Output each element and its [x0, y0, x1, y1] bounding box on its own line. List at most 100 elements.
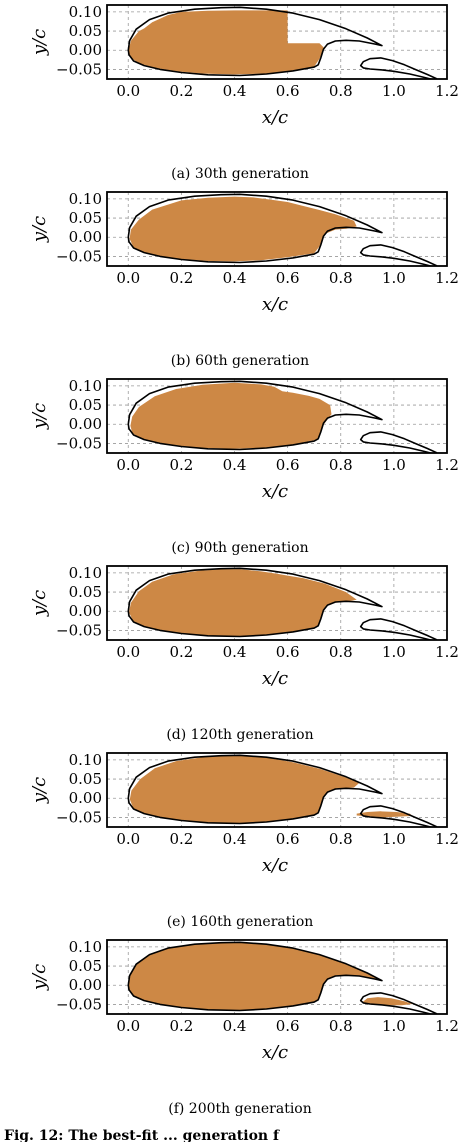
- x-tick-label: 0.0: [116, 269, 140, 287]
- mesh-fill: [129, 196, 357, 262]
- plot-frame: [106, 939, 448, 1015]
- subfigure-caption: (b) 60th generation: [171, 353, 309, 369]
- x-axis-label: x/c: [262, 1042, 288, 1063]
- y-tick-label: 0.10: [69, 377, 102, 395]
- x-tick-label: 1.0: [382, 82, 406, 100]
- x-tick-label: 0.4: [223, 269, 247, 287]
- x-tick-label: 0.4: [223, 1017, 247, 1035]
- y-tick-label: −0.05: [56, 808, 102, 826]
- x-axis-label: x/c: [262, 855, 288, 876]
- x-axis-label: x/c: [262, 107, 288, 128]
- plot-frame: [106, 378, 448, 454]
- y-axis-label: y/c: [29, 216, 50, 243]
- x-tick-label: 1.0: [382, 643, 406, 661]
- x-tick-label: 1.2: [435, 643, 459, 661]
- panel-f: 0.100.050.00−0.05 0.0 0.2 0.4 0.6 0.8 1.0 1.2 x/…: [29, 938, 459, 1117]
- y-axis-label: y/c: [29, 964, 50, 991]
- mesh-fill: [128, 10, 324, 75]
- mesh-fill: [128, 942, 381, 1011]
- flap-outline: [359, 618, 438, 640]
- x-tick-label: 0.8: [329, 269, 353, 287]
- mesh-fill: [129, 755, 360, 824]
- x-axis-label: x/c: [262, 481, 288, 502]
- panel-c: 0.100.050.00−0.05 0.0 0.2 0.4 0.6 0.8 1.0 1.2 x/…: [29, 377, 459, 556]
- flap-outline: [359, 57, 438, 79]
- x-tick-label: 0.8: [329, 1017, 353, 1035]
- y-tick-label: −0.05: [56, 434, 102, 452]
- y-tick-label: −0.05: [56, 995, 102, 1013]
- y-axis-label: y/c: [29, 590, 50, 617]
- figure-caption: Fig. 12: The best-fit ... generation f: [4, 1128, 280, 1142]
- y-tick-label: 0.10: [69, 190, 102, 208]
- y-axis-label: y/c: [29, 29, 50, 56]
- subfigure-caption: (f) 200th generation: [168, 1101, 312, 1117]
- y-tick-label: 0.10: [69, 938, 102, 956]
- x-tick-label: 1.0: [382, 269, 406, 287]
- plot-frame: [106, 191, 448, 267]
- y-axis-label: y/c: [29, 403, 50, 430]
- x-tick-label: 1.2: [435, 269, 459, 287]
- x-tick-label: 0.0: [116, 830, 140, 848]
- x-tick-label: 0.6: [276, 269, 300, 287]
- x-tick-label: 0.6: [276, 456, 300, 474]
- subfigure-caption: (a) 30th generation: [171, 166, 309, 182]
- panel-e: 0.100.050.00−0.05 0.0 0.2 0.4 0.6 0.8 1.0 1.2 x/…: [29, 751, 459, 930]
- y-tick-label: 0.00: [69, 602, 102, 620]
- y-tick-label: 0.05: [69, 396, 102, 414]
- main-element-outline: [127, 380, 383, 451]
- flap-outline: [359, 805, 438, 827]
- y-tick-label: 0.00: [69, 41, 102, 59]
- x-tick-label: 0.8: [329, 82, 353, 100]
- subfigure-caption: (c) 90th generation: [171, 540, 308, 556]
- main-element-outline: [127, 567, 383, 638]
- x-tick-label: 0.8: [329, 830, 353, 848]
- mesh-fill: [129, 569, 357, 637]
- flap-outline: [359, 431, 438, 453]
- mesh-fill: [130, 382, 332, 449]
- x-tick-label: 1.0: [382, 830, 406, 848]
- x-tick-label: 0.6: [276, 1017, 300, 1035]
- y-tick-label: 0.05: [69, 583, 102, 601]
- x-tick-label: 1.2: [435, 1017, 459, 1035]
- y-axis-label: y/c: [29, 777, 50, 804]
- y-tick-label: 0.00: [69, 415, 102, 433]
- x-tick-label: 0.2: [169, 82, 193, 100]
- main-element-outline: [127, 6, 383, 77]
- mesh-fill: [362, 997, 413, 1006]
- y-tick-label: −0.05: [56, 621, 102, 639]
- plot-frame: [106, 752, 448, 828]
- x-tick-label: 1.0: [382, 1017, 406, 1035]
- x-tick-label: 0.4: [223, 456, 247, 474]
- x-tick-label: 0.6: [276, 830, 300, 848]
- y-tick-label: 0.00: [69, 789, 102, 807]
- x-tick-label: 0.0: [116, 643, 140, 661]
- y-tick-label: 0.10: [69, 751, 102, 769]
- panel-b: 0.100.050.00−0.05 0.0 0.2 0.4 0.6 0.8 1.0 1.2 x/…: [29, 190, 459, 369]
- x-axis-label: x/c: [262, 294, 288, 315]
- flap-outline: [359, 244, 438, 266]
- y-tick-label: 0.00: [69, 976, 102, 994]
- x-tick-label: 0.2: [169, 830, 193, 848]
- x-axis-label: x/c: [262, 668, 288, 689]
- y-tick-label: 0.10: [69, 564, 102, 582]
- y-tick-label: 0.05: [69, 770, 102, 788]
- panel-d: 0.100.050.00−0.05 0.0 0.2 0.4 0.6 0.8 1.0 1.2 x/…: [29, 564, 459, 743]
- x-tick-label: 0.8: [329, 456, 353, 474]
- y-tick-label: −0.05: [56, 247, 102, 265]
- x-tick-label: 0.0: [116, 1017, 140, 1035]
- panel-a: 0.100.050.00−0.05 0.0 0.2 0.4 0.6 0.8 1.0 1.2 x/…: [29, 3, 459, 182]
- mesh-fill: [356, 811, 413, 818]
- x-tick-label: 0.2: [169, 643, 193, 661]
- main-element-outline: [127, 941, 383, 1012]
- x-tick-label: 0.8: [329, 643, 353, 661]
- y-tick-label: 0.05: [69, 209, 102, 227]
- y-tick-label: 0.05: [69, 957, 102, 975]
- y-tick-label: 0.10: [69, 3, 102, 21]
- x-tick-label: 1.0: [382, 456, 406, 474]
- y-tick-label: 0.00: [69, 228, 102, 246]
- x-tick-label: 0.2: [169, 456, 193, 474]
- main-element-outline: [127, 754, 383, 825]
- x-tick-label: 0.2: [169, 269, 193, 287]
- x-tick-label: 1.2: [435, 82, 459, 100]
